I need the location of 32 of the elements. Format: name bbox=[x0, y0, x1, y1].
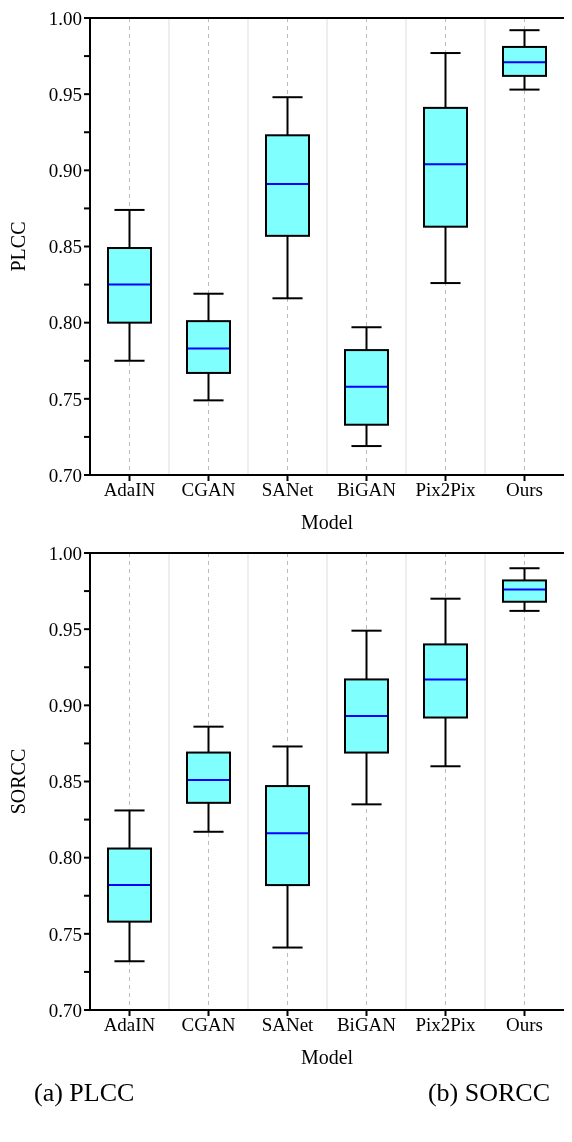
y-tick-label: 0.80 bbox=[48, 312, 82, 334]
y-tick-label: 0.75 bbox=[48, 923, 82, 945]
x-tick-label: AdaIN bbox=[103, 479, 156, 501]
y-axis-title: SORCC bbox=[7, 748, 30, 815]
y-tick-label: 0.75 bbox=[48, 388, 82, 410]
x-tick-label: Pix2Pix bbox=[415, 1014, 477, 1036]
x-tick-label: SANet bbox=[261, 479, 315, 501]
x-axis-title: Model bbox=[300, 511, 354, 533]
text: (a) PLCC bbox=[34, 1078, 135, 1108]
x-tick-label: Pix2Pix bbox=[415, 479, 477, 501]
x-tick-label: BiGAN bbox=[336, 1014, 397, 1036]
y-tick-label: 0.70 bbox=[48, 464, 82, 486]
x-tick-label: BiGAN bbox=[336, 479, 397, 501]
text: (b) SORCC bbox=[427, 1078, 550, 1108]
y-tick-label: 0.70 bbox=[48, 999, 82, 1021]
y-tick-label: 0.95 bbox=[48, 618, 82, 640]
x-tick-label: Ours bbox=[506, 1014, 543, 1036]
y-tick-label: 0.95 bbox=[48, 83, 82, 105]
x-tick-label: CGAN bbox=[181, 479, 236, 501]
y-tick-label: 1.00 bbox=[48, 7, 82, 29]
y-tick-label: 0.85 bbox=[48, 236, 82, 258]
y-tick-label: 0.80 bbox=[48, 847, 82, 869]
y-tick-label: 0.90 bbox=[48, 695, 82, 717]
x-tick-label: Ours bbox=[506, 479, 543, 501]
x-tick-label: AdaIN bbox=[103, 1014, 156, 1036]
y-tick-label: 0.90 bbox=[48, 160, 82, 182]
y-tick-label: 0.85 bbox=[48, 771, 82, 793]
x-tick-label: SANet bbox=[261, 1014, 315, 1036]
y-tick-label: 1.00 bbox=[48, 542, 82, 564]
x-axis-title: Model bbox=[300, 1046, 354, 1068]
y-axis-title: PLCC bbox=[7, 221, 30, 272]
x-tick-label: CGAN bbox=[181, 1014, 236, 1036]
